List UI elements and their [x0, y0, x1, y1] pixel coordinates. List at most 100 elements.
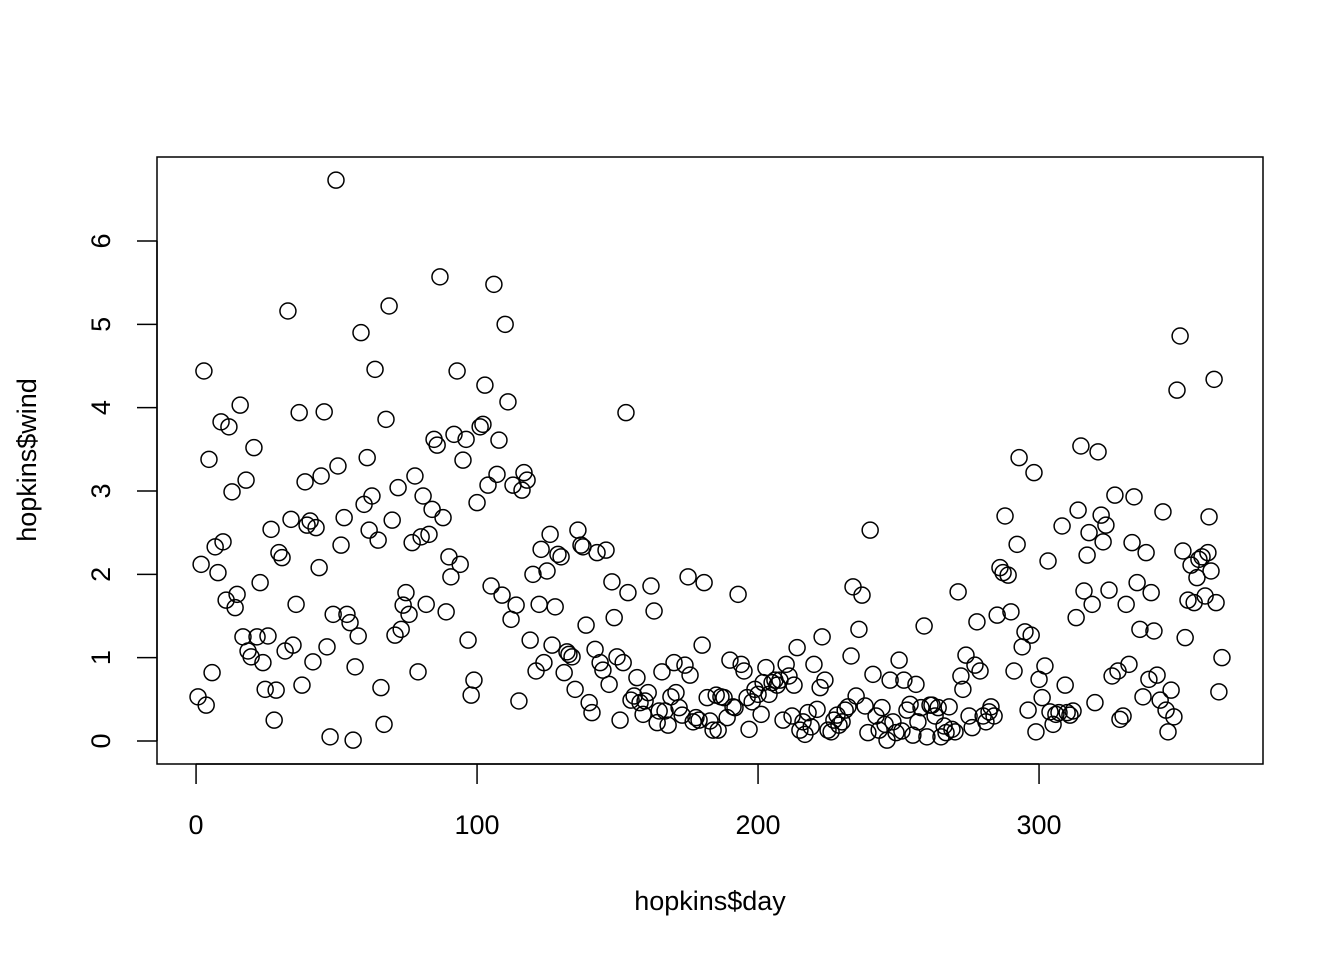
y-tick-label: 5 — [86, 317, 116, 332]
point — [701, 712, 719, 730]
point — [485, 275, 503, 294]
point — [847, 687, 865, 705]
point — [1050, 703, 1068, 722]
point — [715, 688, 733, 707]
point — [752, 705, 770, 724]
point — [1067, 608, 1085, 627]
point — [1134, 688, 1152, 706]
point — [1010, 448, 1028, 467]
point — [223, 483, 241, 501]
point — [591, 653, 609, 672]
y-tick-label: 1 — [86, 650, 116, 665]
point — [242, 648, 260, 666]
point — [1016, 623, 1034, 641]
point — [530, 595, 548, 614]
point — [1111, 710, 1129, 729]
point — [346, 658, 364, 676]
point — [414, 487, 432, 505]
point — [695, 573, 713, 592]
point — [622, 691, 640, 709]
point — [403, 533, 421, 552]
point — [952, 667, 970, 685]
point — [352, 323, 370, 342]
point — [1131, 620, 1149, 639]
point — [639, 683, 657, 702]
point — [1036, 657, 1054, 675]
point — [482, 577, 500, 595]
point — [324, 605, 342, 624]
point — [423, 500, 441, 519]
point — [428, 436, 446, 454]
point — [1019, 701, 1037, 719]
point — [1159, 723, 1177, 741]
point — [499, 393, 517, 411]
point — [662, 688, 680, 706]
point — [605, 608, 623, 627]
point — [907, 675, 925, 694]
point — [471, 418, 489, 436]
point — [1061, 706, 1079, 724]
point — [825, 711, 843, 729]
point — [394, 596, 412, 614]
point — [729, 585, 747, 604]
point — [546, 598, 564, 616]
point — [1002, 603, 1020, 621]
point — [943, 720, 961, 739]
point — [493, 586, 511, 604]
point — [884, 713, 902, 731]
point — [341, 613, 359, 632]
point — [1165, 708, 1183, 726]
point — [1117, 595, 1135, 614]
point — [749, 685, 767, 704]
point — [541, 525, 559, 544]
point — [214, 533, 232, 551]
point — [1075, 582, 1093, 600]
point — [259, 627, 277, 645]
point — [890, 651, 908, 669]
point — [1114, 707, 1132, 725]
point — [580, 693, 598, 712]
y-axis-label: hopkins$wind — [12, 378, 42, 542]
point — [454, 451, 472, 469]
point — [909, 713, 927, 731]
point — [1168, 381, 1186, 399]
point — [667, 683, 685, 702]
point — [636, 692, 654, 710]
point — [245, 438, 263, 457]
point — [583, 703, 601, 722]
point — [445, 425, 463, 444]
point — [1193, 548, 1211, 566]
point — [859, 723, 877, 742]
point — [195, 362, 213, 380]
point — [290, 403, 308, 422]
point — [960, 707, 978, 725]
point — [791, 721, 809, 739]
point — [1103, 667, 1121, 685]
point — [558, 643, 576, 661]
point — [231, 396, 249, 414]
point — [740, 720, 758, 739]
point — [310, 558, 328, 577]
point — [200, 450, 218, 469]
point — [1148, 666, 1166, 684]
point — [968, 613, 986, 631]
point — [1069, 501, 1087, 519]
point — [465, 671, 483, 689]
point — [329, 457, 347, 475]
y-tick-label: 3 — [86, 483, 116, 498]
point — [488, 465, 506, 484]
point — [555, 663, 573, 682]
point — [1033, 688, 1051, 707]
point — [420, 525, 438, 544]
point — [611, 711, 629, 729]
point — [279, 302, 297, 320]
point — [510, 692, 528, 710]
y-tick-label: 2 — [86, 567, 116, 582]
point — [192, 555, 210, 574]
point — [1188, 568, 1206, 587]
point — [681, 666, 699, 684]
point — [1089, 443, 1107, 461]
point — [642, 577, 660, 595]
point — [543, 636, 561, 654]
